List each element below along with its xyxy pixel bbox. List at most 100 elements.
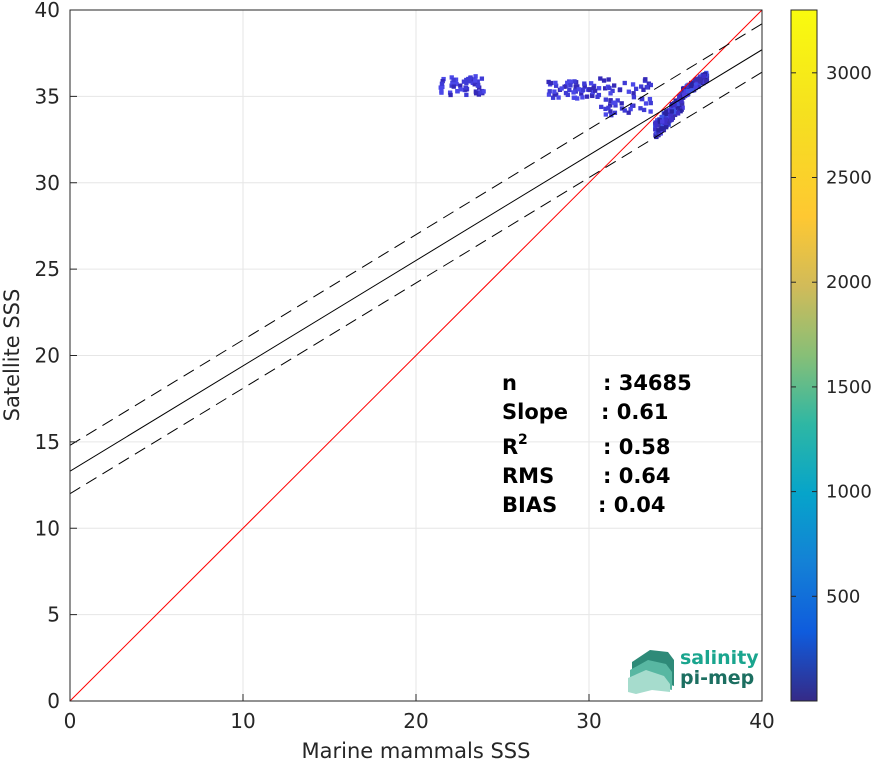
density-cell xyxy=(685,88,691,94)
density-cell xyxy=(648,82,654,88)
density-cell xyxy=(653,120,658,125)
density-cell xyxy=(473,78,478,83)
density-cell xyxy=(587,87,592,92)
density-cell xyxy=(552,89,557,94)
density-cell xyxy=(440,78,445,84)
density-cell xyxy=(648,109,653,114)
stat-label: n xyxy=(502,371,517,395)
density-cell xyxy=(648,100,653,106)
density-cell xyxy=(660,119,665,124)
density-cell xyxy=(664,125,669,130)
colorbar-frame xyxy=(790,9,818,702)
density-cell xyxy=(596,92,602,98)
density-cell xyxy=(628,106,633,112)
y-axis-label: Satellite SSS xyxy=(0,289,24,422)
density-cell xyxy=(668,117,674,122)
density-cell xyxy=(663,117,668,122)
density-cell xyxy=(447,90,453,95)
x-tick-label: 20 xyxy=(403,709,428,733)
x-tick-label: 40 xyxy=(749,709,774,733)
density-cell xyxy=(683,89,688,94)
density-cell xyxy=(633,86,639,92)
density-cell xyxy=(552,92,557,97)
stat-label: R xyxy=(502,435,518,459)
density-cell xyxy=(439,88,444,94)
density-cell xyxy=(477,90,483,95)
density-cell xyxy=(675,104,680,109)
colorbar-gradient xyxy=(791,10,817,701)
density-cell xyxy=(631,91,636,96)
colorbar: 500 1000 1500 2000 2500 3000 xyxy=(790,9,872,702)
density-cell xyxy=(654,123,659,128)
density-cell xyxy=(579,91,584,96)
density-cell xyxy=(668,112,673,117)
density-cell xyxy=(678,108,683,114)
density-cell xyxy=(580,95,585,100)
density-cell xyxy=(689,88,695,93)
density-cell xyxy=(603,112,608,117)
density-cell xyxy=(599,104,604,110)
density-cell xyxy=(643,101,649,106)
density-cell xyxy=(463,85,468,90)
density-cell xyxy=(622,108,627,113)
density-cell xyxy=(606,105,611,110)
density-cell xyxy=(565,92,570,98)
reference-lines xyxy=(70,10,762,701)
density-cell xyxy=(644,85,649,90)
density-cell xyxy=(553,83,559,88)
regression-upper-line xyxy=(70,23,762,446)
density-cell xyxy=(675,111,681,116)
density-cell xyxy=(611,100,616,105)
y-tick-label: 35 xyxy=(35,84,60,108)
density-cell xyxy=(693,85,699,90)
density-cell xyxy=(451,77,456,83)
density-cell xyxy=(694,77,699,82)
density-cell xyxy=(468,75,473,80)
density-cell xyxy=(657,118,662,123)
density-cell xyxy=(613,103,618,108)
density-cells xyxy=(438,70,710,140)
x-axis-label: Marine mammals SSS xyxy=(302,739,531,763)
colorbar-tick-label: 3000 xyxy=(826,63,872,84)
density-cell xyxy=(464,92,469,98)
colorbar-tick-label: 1000 xyxy=(826,482,872,503)
density-cell xyxy=(608,91,613,96)
density-cell xyxy=(576,87,581,92)
density-cell xyxy=(669,109,674,114)
density-cell xyxy=(591,85,596,91)
x-tick-label: 10 xyxy=(230,709,255,733)
density-cell xyxy=(688,83,694,89)
density-cell xyxy=(647,96,653,102)
density-cell xyxy=(677,94,682,99)
density-cell xyxy=(678,98,684,104)
density-cell xyxy=(682,93,688,98)
density-cell xyxy=(575,96,580,101)
density-cell xyxy=(582,81,587,86)
density-cell xyxy=(607,85,612,91)
density-cell xyxy=(619,101,624,106)
stat-value: : 0.04 xyxy=(598,493,666,517)
stat-value: : 0.58 xyxy=(603,435,671,459)
density-cell xyxy=(702,73,707,79)
density-cell xyxy=(550,95,556,100)
axis-ticks: 0 10 20 30 40 0 5 10 15 20 25 30 35 40 xyxy=(35,0,775,733)
density-cell xyxy=(603,97,608,102)
density-cell xyxy=(590,89,595,95)
y-tick-label: 10 xyxy=(35,516,60,540)
density-cell xyxy=(606,77,611,82)
density-cell xyxy=(641,107,647,113)
density-cell xyxy=(673,98,678,103)
density-cell xyxy=(603,86,608,91)
density-cell xyxy=(451,84,456,89)
density-cell xyxy=(592,88,598,93)
stat-label: BIAS xyxy=(502,493,557,517)
density-cell xyxy=(603,106,608,112)
density-cell xyxy=(622,80,627,86)
density-cell xyxy=(588,81,594,86)
density-cell xyxy=(458,83,463,88)
density-cell xyxy=(659,122,665,127)
y-tick-label: 30 xyxy=(35,171,60,195)
logo: salinity pi-mep xyxy=(628,647,759,694)
density-cell xyxy=(475,79,480,84)
identity-line xyxy=(70,10,762,701)
